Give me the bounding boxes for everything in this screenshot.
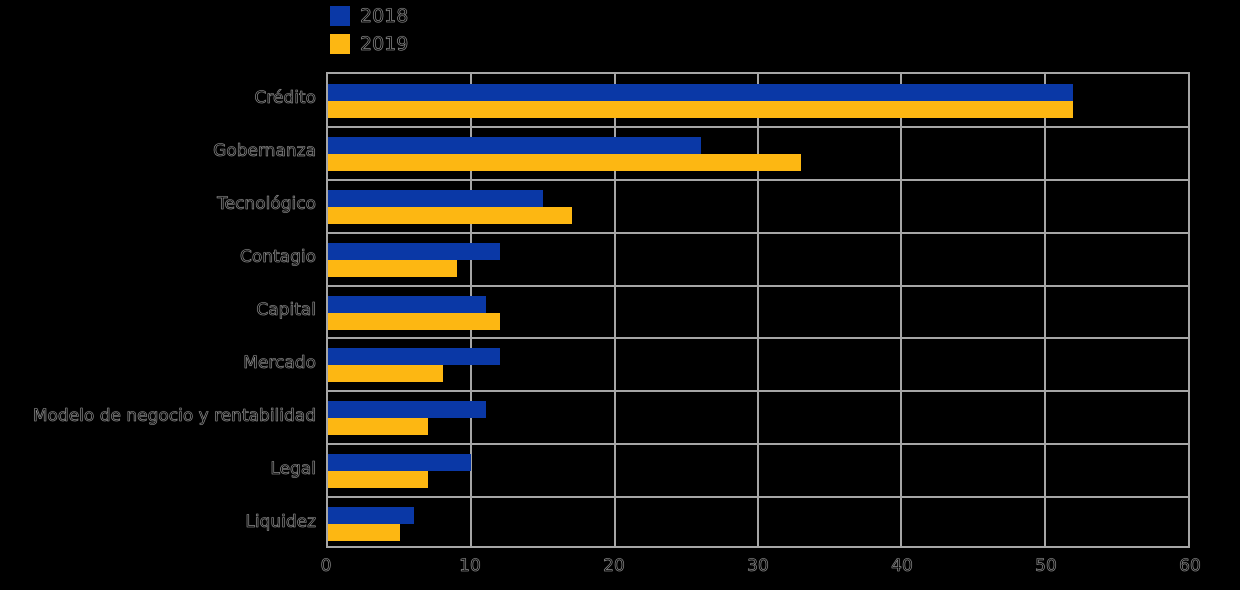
vertical-gridline: [757, 74, 759, 546]
bar-2019-5: [328, 365, 443, 383]
x-tick-label: 40: [891, 556, 913, 577]
category-label: Crédito: [254, 88, 316, 109]
bar-2018-4: [328, 295, 486, 313]
category-band: [328, 444, 1188, 497]
horizontal-gridline: [328, 443, 1188, 446]
bar-2018-3: [328, 242, 500, 260]
category-label: Gobernanza: [213, 141, 316, 162]
category-label: Modelo de negocio y rentabilidad: [32, 405, 317, 426]
x-tick-label: 50: [1035, 556, 1057, 577]
category-band: [328, 74, 1188, 127]
x-axis: 0 10 20 30 40 50 60: [0, 556, 1240, 580]
horizontal-gridline: [328, 231, 1188, 234]
bar-2019-1: [328, 153, 801, 171]
x-tick-label: 10: [459, 556, 481, 577]
bar-2019-0: [328, 101, 1074, 118]
category-label: Tecnológico: [217, 194, 316, 215]
category-band: [328, 127, 1188, 180]
plot-area: [326, 72, 1190, 548]
vertical-gridline: [613, 74, 616, 546]
category-band: [328, 233, 1188, 286]
bar-2019-4: [328, 312, 500, 330]
bar-2019-6: [328, 418, 429, 436]
bar-2018-6: [328, 401, 486, 419]
legend: 2018 2019: [330, 5, 409, 61]
x-tick-label: 60: [1179, 556, 1201, 577]
horizontal-gridline: [328, 178, 1188, 181]
horizontal-gridline: [328, 125, 1188, 128]
legend-label: 2018: [360, 5, 409, 28]
legend-item: 2018: [330, 5, 409, 28]
horizontal-gridline: [328, 284, 1188, 287]
legend-swatch-icon: [330, 6, 350, 26]
category-label: Contagio: [239, 247, 317, 268]
legend-item: 2019: [330, 33, 409, 56]
bar-2018-8: [328, 507, 414, 525]
x-tick-label: 0: [320, 556, 332, 577]
category-label: Liquidez: [245, 511, 316, 532]
category-label: Capital: [256, 300, 316, 321]
bar-2018-1: [328, 136, 701, 154]
horizontal-gridline: [328, 337, 1188, 340]
bar-2019-2: [328, 206, 572, 224]
bar-2019-7: [328, 471, 429, 489]
category-axis: Crédito Gobernanza Tecnológico Contagio Capi…: [0, 72, 317, 548]
category-label: Mercado: [243, 352, 316, 374]
horizontal-gridline: [328, 390, 1188, 393]
bar-2018-0: [328, 84, 1074, 101]
category-band: [328, 338, 1188, 391]
horizontal-gridline: [328, 496, 1188, 499]
legend-swatch-icon: [330, 34, 350, 54]
category-band: [328, 180, 1188, 233]
x-tick-label: 20: [603, 556, 625, 577]
bar-2018-2: [328, 189, 543, 207]
bar-2018-7: [328, 454, 472, 472]
bar-2019-8: [328, 524, 400, 542]
bar-2019-3: [328, 259, 457, 277]
x-tick-label: 30: [747, 556, 769, 577]
bar-2018-5: [328, 348, 500, 366]
legend-label: 2019: [360, 33, 409, 56]
category-band: [328, 391, 1188, 444]
category-band: [328, 286, 1188, 339]
category-band: [328, 497, 1188, 550]
vertical-gridline: [1043, 74, 1046, 546]
vertical-gridline: [900, 74, 903, 546]
category-label: Legal: [270, 458, 316, 479]
